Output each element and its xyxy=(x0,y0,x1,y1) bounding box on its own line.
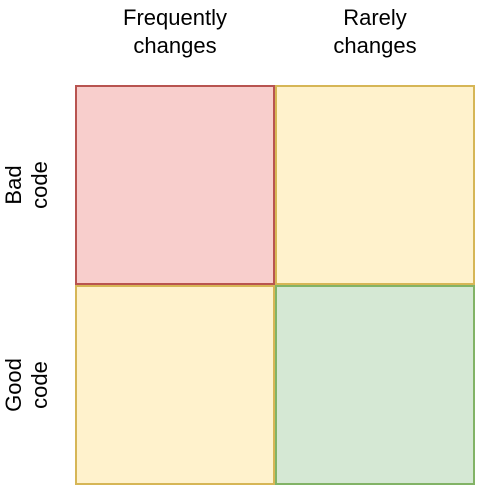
cell-bad-frequent xyxy=(75,85,275,285)
column-header-frequently-changes: Frequently changes xyxy=(123,5,227,58)
cell-good-frequent xyxy=(75,285,275,485)
row-header-good-code: Good code xyxy=(1,358,52,412)
cell-bad-rare xyxy=(275,85,475,285)
cell-good-rare xyxy=(275,285,475,485)
column-header-rarely-changes: Rarely changes xyxy=(333,5,417,58)
row-header-bad-code: Bad code xyxy=(1,161,52,209)
